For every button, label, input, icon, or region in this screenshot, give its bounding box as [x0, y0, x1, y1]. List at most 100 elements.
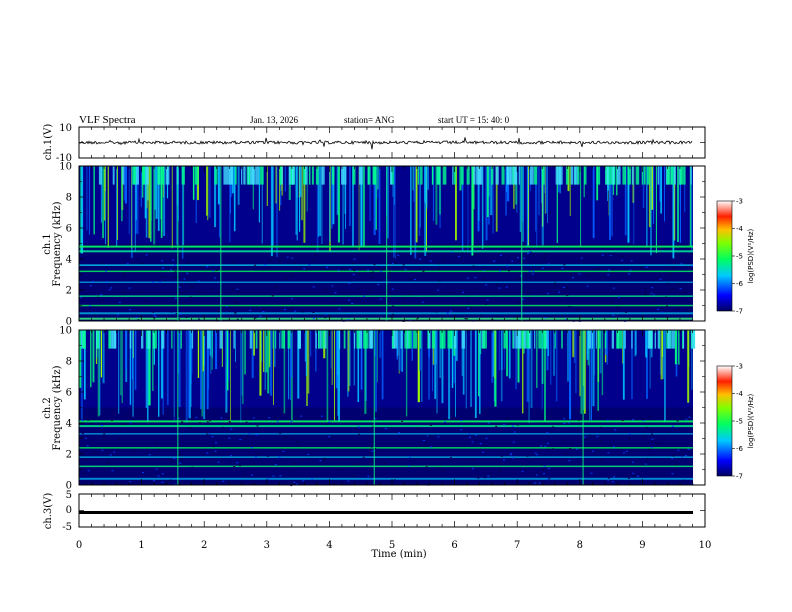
spectrogram-streak: [515, 330, 518, 349]
spectrogram-streak: [148, 166, 151, 239]
spectrogram-cell: [284, 308, 286, 311]
spectrogram-cell: [254, 317, 257, 319]
spectrogram-cell: [388, 271, 391, 273]
spectrogram-streak: [296, 166, 298, 241]
spectrogram-cell: [650, 292, 653, 294]
spectrogram-streak: [284, 166, 286, 192]
spectrogram-streak: [208, 166, 211, 218]
spectrogram-streak: [646, 166, 650, 185]
spectrogram-streak: [202, 330, 204, 372]
spectrogram-streak: [660, 330, 663, 380]
spectrogram-cell: [123, 423, 126, 425]
spectrogram-cell: [312, 317, 315, 320]
spectrogram-cell: [328, 421, 331, 423]
spectrogram-cell: [684, 291, 687, 293]
spectrogram-streak: [364, 330, 367, 414]
spectrogram-cell: [538, 482, 541, 484]
spectrogram-streak: [461, 330, 464, 377]
spectrogram-streak: [553, 330, 555, 376]
spectrogram-streak: [242, 330, 244, 404]
spectrogram-streak: [408, 330, 412, 349]
spectrogram-cell: [458, 255, 460, 258]
spectrogram-streak: [109, 330, 113, 349]
y-tick-label: 4: [66, 419, 72, 430]
spectrogram-cell: [174, 264, 176, 266]
spectrogram-cell: [154, 315, 157, 317]
spectrogram-streak: [180, 330, 182, 349]
spectrogram-cell: [487, 475, 490, 477]
spectrogram-streak: [297, 330, 300, 399]
spectrogram-cell: [610, 253, 613, 255]
spectrogram-streak: [645, 330, 648, 358]
spectrogram-band: [79, 425, 693, 428]
colorbar-tick-label: -6: [736, 445, 744, 453]
spectrogram-cell: [643, 435, 646, 437]
spectrogram-cell: [568, 460, 571, 462]
spectrogram-cell: [351, 474, 354, 476]
spectrogram-streak: [541, 166, 544, 246]
spectrogram-cell: [511, 260, 514, 262]
spectrogram-streak: [465, 330, 467, 409]
spectrogram-cell: [518, 301, 521, 303]
spectrogram-cell: [613, 476, 615, 478]
spectrogram-streak: [379, 330, 382, 358]
spectrogram-cell: [607, 452, 610, 454]
spectrogram-streak: [432, 166, 435, 221]
spectrogram-cell: [426, 253, 429, 255]
spectrogram-cell: [474, 439, 477, 441]
spectrogram-cell: [670, 288, 673, 290]
x-tick-label: 9: [639, 540, 645, 551]
spectrogram-cell: [210, 287, 213, 290]
spectrogram-cell: [585, 438, 587, 441]
spectrogram-cell: [426, 435, 429, 437]
spectrogram-cell: [257, 453, 260, 455]
x-tick-label: 1: [138, 540, 144, 551]
spectrogram-cell: [274, 464, 277, 466]
spectrogram-cell: [179, 462, 182, 464]
spectrogram-cell: [544, 445, 547, 447]
spectrogram-streak: [593, 330, 595, 376]
spectrogram-cell: [274, 416, 277, 419]
spectrogram-cell: [173, 418, 176, 420]
spectrogram-streak: [230, 330, 231, 422]
spectrogram-streak: [624, 166, 627, 236]
spectrogram-streak: [150, 166, 152, 221]
spectrogram-cell: [136, 258, 139, 260]
spectrogram-streak: [155, 166, 158, 219]
spectrogram-streak: [356, 330, 361, 349]
spectrogram-streak: [541, 330, 543, 410]
spectrogram-cell: [628, 438, 631, 440]
spectrogram-streak: [161, 330, 165, 349]
spectrogram-cell: [503, 424, 506, 426]
ch2-colorbar-label: log(PSD)(V²/Hz): [747, 393, 755, 448]
spectrogram-streak: [374, 166, 377, 230]
spectrogram-streak: [476, 166, 480, 185]
spectrogram-cell: [319, 460, 322, 462]
spectrogram-streak: [146, 330, 149, 349]
spectrogram-streak: [230, 166, 231, 214]
spectrogram-streak: [528, 166, 529, 245]
spectrogram-cell: [122, 292, 125, 294]
spectrogram-cell: [353, 269, 356, 272]
spectrogram-cell: [632, 472, 635, 474]
spectrogram-streak: [326, 330, 329, 422]
spectrogram-cell: [331, 285, 334, 287]
spectrogram-streak: [677, 330, 680, 365]
spectrogram-streak: [400, 330, 403, 349]
spectrogram-cell: [632, 419, 635, 421]
spectrogram-streak: [225, 330, 227, 365]
spectrogram-streak: [299, 166, 302, 197]
spectrogram-streak: [378, 166, 381, 244]
spectrogram-cell: [554, 284, 557, 286]
spectrogram-cell: [466, 277, 469, 279]
spectrogram-cell: [368, 290, 371, 292]
spectrogram-streak: [490, 166, 493, 216]
spectrogram-cell: [159, 281, 161, 283]
spectrogram-cell: [303, 268, 306, 270]
spectrogram-cell: [468, 433, 471, 435]
spectrogram-streak: [482, 330, 486, 349]
spectrogram-cell: [512, 425, 514, 427]
spectrogram-streak: [419, 166, 421, 228]
spectrogram-streak: [226, 330, 229, 391]
spectrogram-cell: [333, 482, 336, 484]
